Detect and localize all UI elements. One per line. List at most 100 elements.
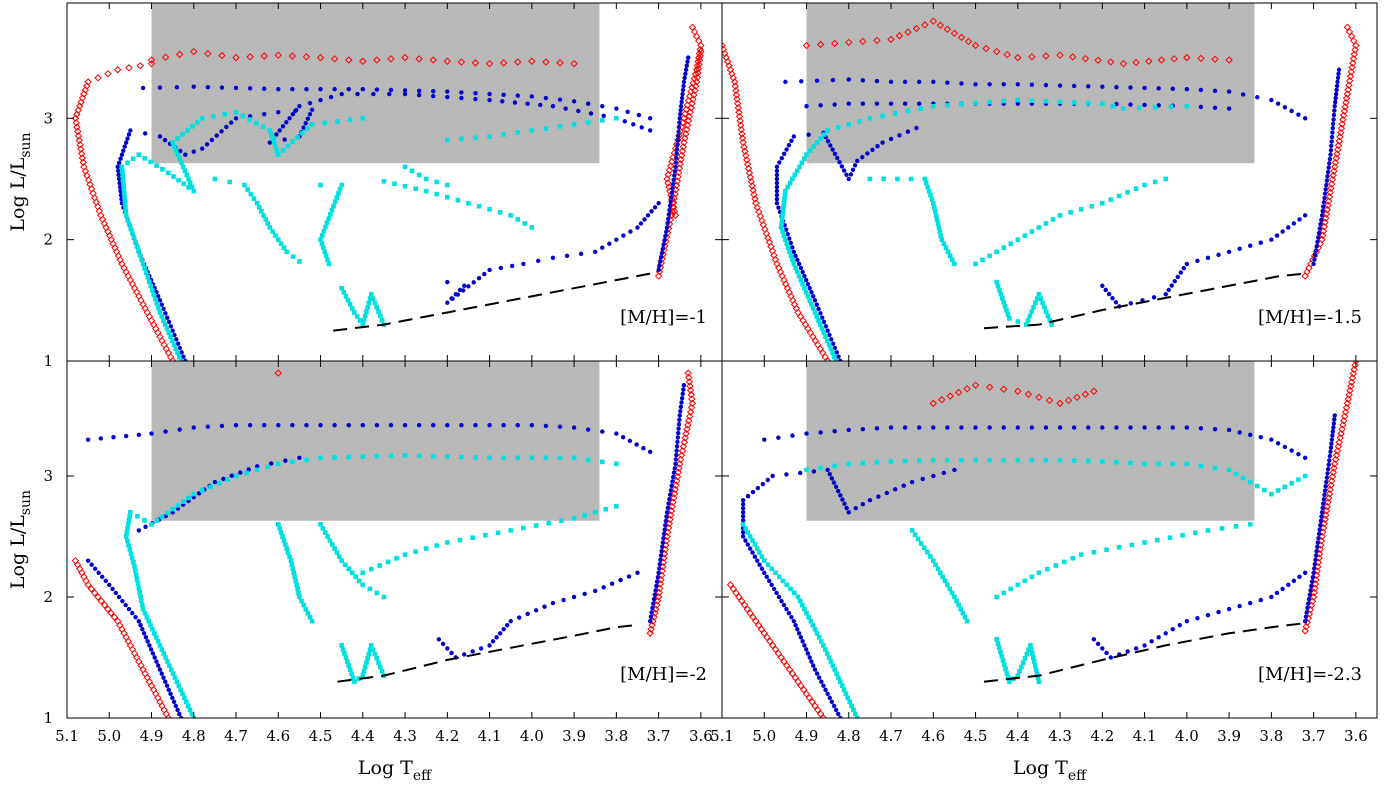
- data-point: [379, 317, 385, 323]
- data-point: [770, 251, 778, 259]
- data-point: [658, 553, 664, 558]
- data-point: [275, 237, 281, 242]
- data-point: [821, 643, 826, 648]
- data-point: [1325, 169, 1331, 175]
- data-point: [982, 44, 990, 53]
- data-point: [1286, 582, 1291, 588]
- data-point: [1332, 103, 1337, 109]
- data-point: [1247, 522, 1253, 527]
- data-point: [143, 635, 149, 640]
- data-point: [830, 350, 835, 356]
- data-point: [676, 426, 681, 431]
- data-point: [677, 413, 682, 418]
- data-point: [776, 574, 782, 580]
- data-point: [1028, 643, 1033, 648]
- data-point: [846, 176, 851, 182]
- data-point: [521, 261, 526, 267]
- data-point: [550, 600, 556, 606]
- data-point: [1306, 596, 1312, 602]
- y-axis-title-main: Log L/L: [7, 157, 29, 231]
- data-point: [848, 172, 854, 177]
- data-point: [139, 665, 147, 674]
- data-point: [97, 211, 105, 220]
- data-point: [143, 524, 148, 529]
- data-point: [155, 639, 161, 644]
- track-cyan-4: [994, 637, 1042, 684]
- data-point: [281, 538, 287, 543]
- data-point: [751, 195, 759, 203]
- data-point: [1033, 300, 1038, 306]
- data-point: [1043, 457, 1049, 463]
- data-point: [557, 424, 563, 429]
- data-point: [681, 79, 687, 85]
- data-point: [942, 578, 948, 584]
- data-point: [790, 433, 795, 438]
- data-point: [1322, 488, 1328, 493]
- data-point: [1184, 261, 1190, 267]
- data-point: [585, 120, 591, 125]
- data-point: [415, 55, 423, 63]
- data-point: [635, 225, 640, 230]
- data-point: [125, 136, 130, 141]
- data-point: [811, 144, 816, 149]
- data-point: [1318, 523, 1323, 528]
- data-point: [1319, 217, 1324, 222]
- data-point: [509, 263, 515, 269]
- data-point: [265, 464, 271, 470]
- data-point: [679, 442, 688, 451]
- data-point: [374, 453, 380, 459]
- data-point: [136, 528, 142, 533]
- data-point: [626, 574, 632, 579]
- data-point: [1302, 473, 1308, 479]
- data-point: [349, 570, 355, 576]
- data-point: [739, 138, 747, 147]
- data-point: [904, 28, 912, 36]
- data-point: [550, 255, 556, 261]
- data-point: [165, 659, 170, 664]
- x-tick-label: 3.9: [562, 727, 586, 745]
- data-point: [1349, 369, 1358, 378]
- data-point: [799, 79, 804, 84]
- data-point: [670, 479, 675, 484]
- data-point: [811, 469, 817, 474]
- data-point: [664, 514, 669, 519]
- data-point: [360, 454, 366, 459]
- data-point: [834, 671, 839, 676]
- data-point: [844, 505, 849, 511]
- data-point: [959, 425, 964, 430]
- data-point: [696, 52, 704, 60]
- data-point: [138, 594, 143, 599]
- x-tick-label: 4.1: [478, 727, 502, 745]
- data-point: [941, 470, 947, 476]
- data-point: [1114, 459, 1119, 465]
- track-blue-4: [1311, 67, 1342, 267]
- data-point: [123, 204, 128, 209]
- data-point: [342, 651, 347, 656]
- data-point: [1184, 461, 1190, 467]
- data-point: [783, 79, 788, 85]
- data-point: [936, 225, 942, 230]
- data-point: [757, 625, 766, 633]
- data-point: [678, 404, 684, 410]
- data-point: [168, 667, 174, 672]
- panel-4: [721, 360, 1378, 719]
- data-point: [376, 660, 381, 665]
- data-point: [77, 145, 85, 153]
- data-point: [182, 168, 188, 174]
- data-point: [225, 477, 230, 482]
- data-point: [356, 578, 362, 584]
- data-point: [1028, 53, 1036, 61]
- data-point: [790, 176, 795, 182]
- data-point: [327, 538, 333, 543]
- data-point: [1029, 82, 1035, 87]
- data-point: [1110, 295, 1115, 301]
- data-point: [177, 354, 182, 360]
- data-point: [830, 341, 836, 346]
- data-point: [269, 461, 274, 466]
- data-point: [794, 677, 802, 686]
- data-point: [161, 675, 166, 680]
- data-point: [166, 330, 172, 335]
- data-point: [309, 618, 315, 624]
- data-point: [736, 117, 744, 125]
- data-point: [180, 164, 186, 170]
